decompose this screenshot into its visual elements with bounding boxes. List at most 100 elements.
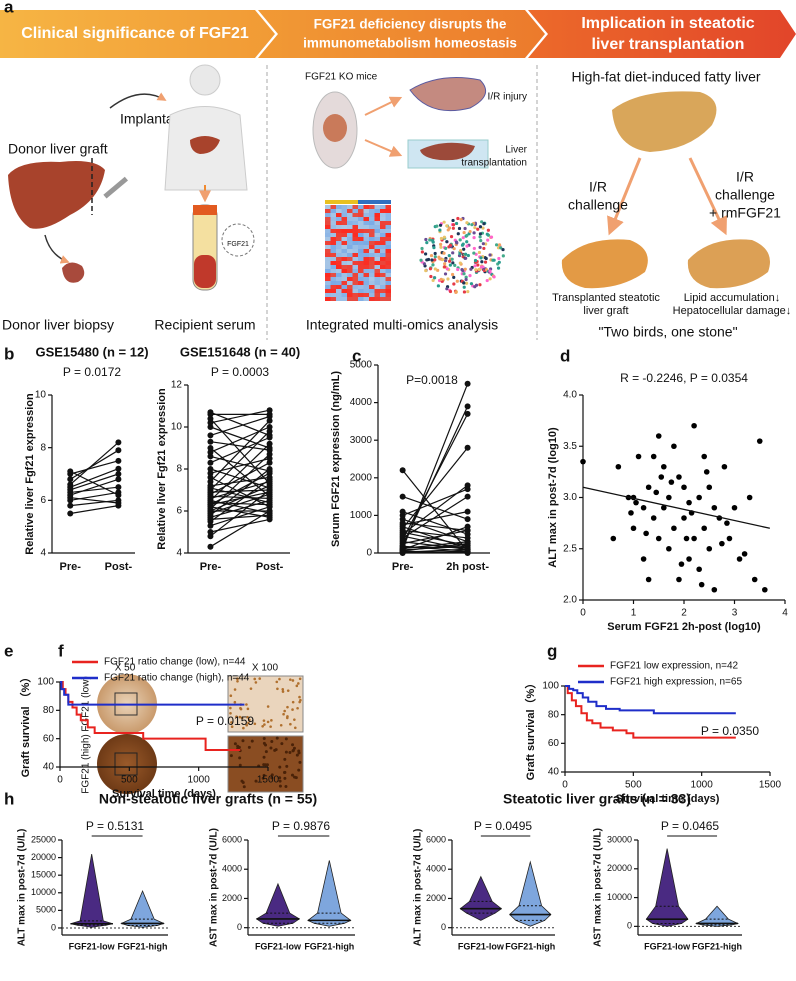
heat-cell xyxy=(341,209,347,213)
heat-cell xyxy=(352,265,358,269)
violin xyxy=(459,875,503,921)
pair-line xyxy=(210,489,270,493)
tsne-dot xyxy=(451,218,455,223)
tsne-dot xyxy=(448,243,453,247)
stain-dot xyxy=(289,722,292,726)
heat-cell xyxy=(347,229,353,233)
heat-cell xyxy=(374,261,380,265)
point xyxy=(266,459,273,466)
ihc-panel: X 50 X 100 FGF21 (low) FGF21 (high) xyxy=(81,663,304,794)
y-tick-label: 20000 xyxy=(31,852,56,862)
tsne-dot xyxy=(462,285,466,289)
point xyxy=(266,451,273,458)
x-tick-label: 2h post- xyxy=(446,561,489,573)
heat-cell xyxy=(336,297,342,301)
heat-cell xyxy=(374,273,380,277)
point xyxy=(207,424,214,430)
heat-cell xyxy=(380,241,386,245)
heat-cell xyxy=(347,285,353,289)
point xyxy=(115,457,122,464)
heat-cell xyxy=(325,269,331,273)
point xyxy=(115,439,122,446)
heat-cell xyxy=(374,285,380,289)
heat-cell xyxy=(341,277,347,281)
tsne-dot xyxy=(439,245,443,249)
heat-cell xyxy=(325,277,331,281)
heat-cell xyxy=(347,205,353,209)
tsne-dot xyxy=(433,255,437,259)
heat-cell xyxy=(363,249,369,253)
heat-cell xyxy=(358,257,364,261)
heat-cell xyxy=(385,269,391,273)
point xyxy=(731,504,738,511)
tsne-dot xyxy=(455,241,459,245)
stain-dot xyxy=(291,743,295,747)
heat-cell xyxy=(363,221,369,225)
heat-cell xyxy=(380,285,386,289)
legend-label: FGF21 low expression, n=42 xyxy=(610,661,739,672)
heat-cell xyxy=(336,241,342,245)
point xyxy=(207,445,214,451)
y-tick-label: 4000 xyxy=(426,864,446,874)
tsne-dot xyxy=(497,243,502,247)
point xyxy=(658,474,665,480)
heat-cell xyxy=(336,293,342,297)
point xyxy=(666,494,672,501)
point xyxy=(666,545,672,552)
y-tick-label: 3.0 xyxy=(563,492,577,503)
heat-cell xyxy=(363,241,369,245)
banner-title: liver transplantation xyxy=(592,36,745,53)
heat-cell xyxy=(330,269,336,273)
x-tick-label: FGF21-high xyxy=(118,941,168,951)
heat-cell xyxy=(358,205,364,209)
tsne-dot xyxy=(419,258,423,262)
heat-cell xyxy=(369,265,375,269)
point xyxy=(686,556,692,562)
x-axis-label: Survival time (days) xyxy=(616,793,720,805)
point xyxy=(464,403,471,410)
pair-line xyxy=(402,496,468,539)
heat-cell xyxy=(341,233,347,237)
pair-line xyxy=(210,510,270,548)
heat-cell xyxy=(369,205,375,209)
point xyxy=(698,581,705,588)
x-tick-label: 3 xyxy=(732,608,738,619)
tsne-dot xyxy=(431,263,435,267)
point xyxy=(399,493,406,500)
y-tick-label: 2000 xyxy=(222,893,242,903)
heat-cell xyxy=(336,253,342,257)
heat-cell xyxy=(358,249,364,253)
heat-cell xyxy=(352,293,358,297)
heat-cell xyxy=(325,209,331,213)
pair-line xyxy=(210,487,270,504)
heat-cell xyxy=(325,225,331,229)
heat-cell xyxy=(385,209,391,213)
heat-cell xyxy=(336,237,342,241)
y-tick-label: 10000 xyxy=(31,887,56,897)
heat-cell xyxy=(336,245,342,249)
stain-dot xyxy=(278,765,282,769)
y-tick-label: 4000 xyxy=(350,397,373,408)
stain-dot xyxy=(284,750,288,754)
point xyxy=(681,484,687,491)
heat-cell xyxy=(352,213,358,217)
tsne-dot xyxy=(479,256,483,260)
y-tick-label: 5000 xyxy=(350,360,373,371)
stain-dot xyxy=(281,690,285,693)
heat-cell xyxy=(352,273,358,277)
heat-cell xyxy=(341,245,347,249)
y-tick-label: 0 xyxy=(441,922,446,932)
y-tick-label: 6000 xyxy=(426,834,446,844)
stain-dot xyxy=(283,770,287,774)
scalpel xyxy=(103,176,129,199)
point xyxy=(643,530,649,537)
tsne-plot xyxy=(419,216,505,294)
stain-dot xyxy=(233,700,237,704)
stain-dot xyxy=(291,749,295,753)
pair-line xyxy=(210,415,270,436)
x-tick-label: Pre- xyxy=(60,561,82,573)
x-tick-label: FGF21-high xyxy=(304,941,354,951)
point xyxy=(207,419,214,426)
y-tick-label: 0 xyxy=(51,922,56,932)
point xyxy=(661,504,667,511)
